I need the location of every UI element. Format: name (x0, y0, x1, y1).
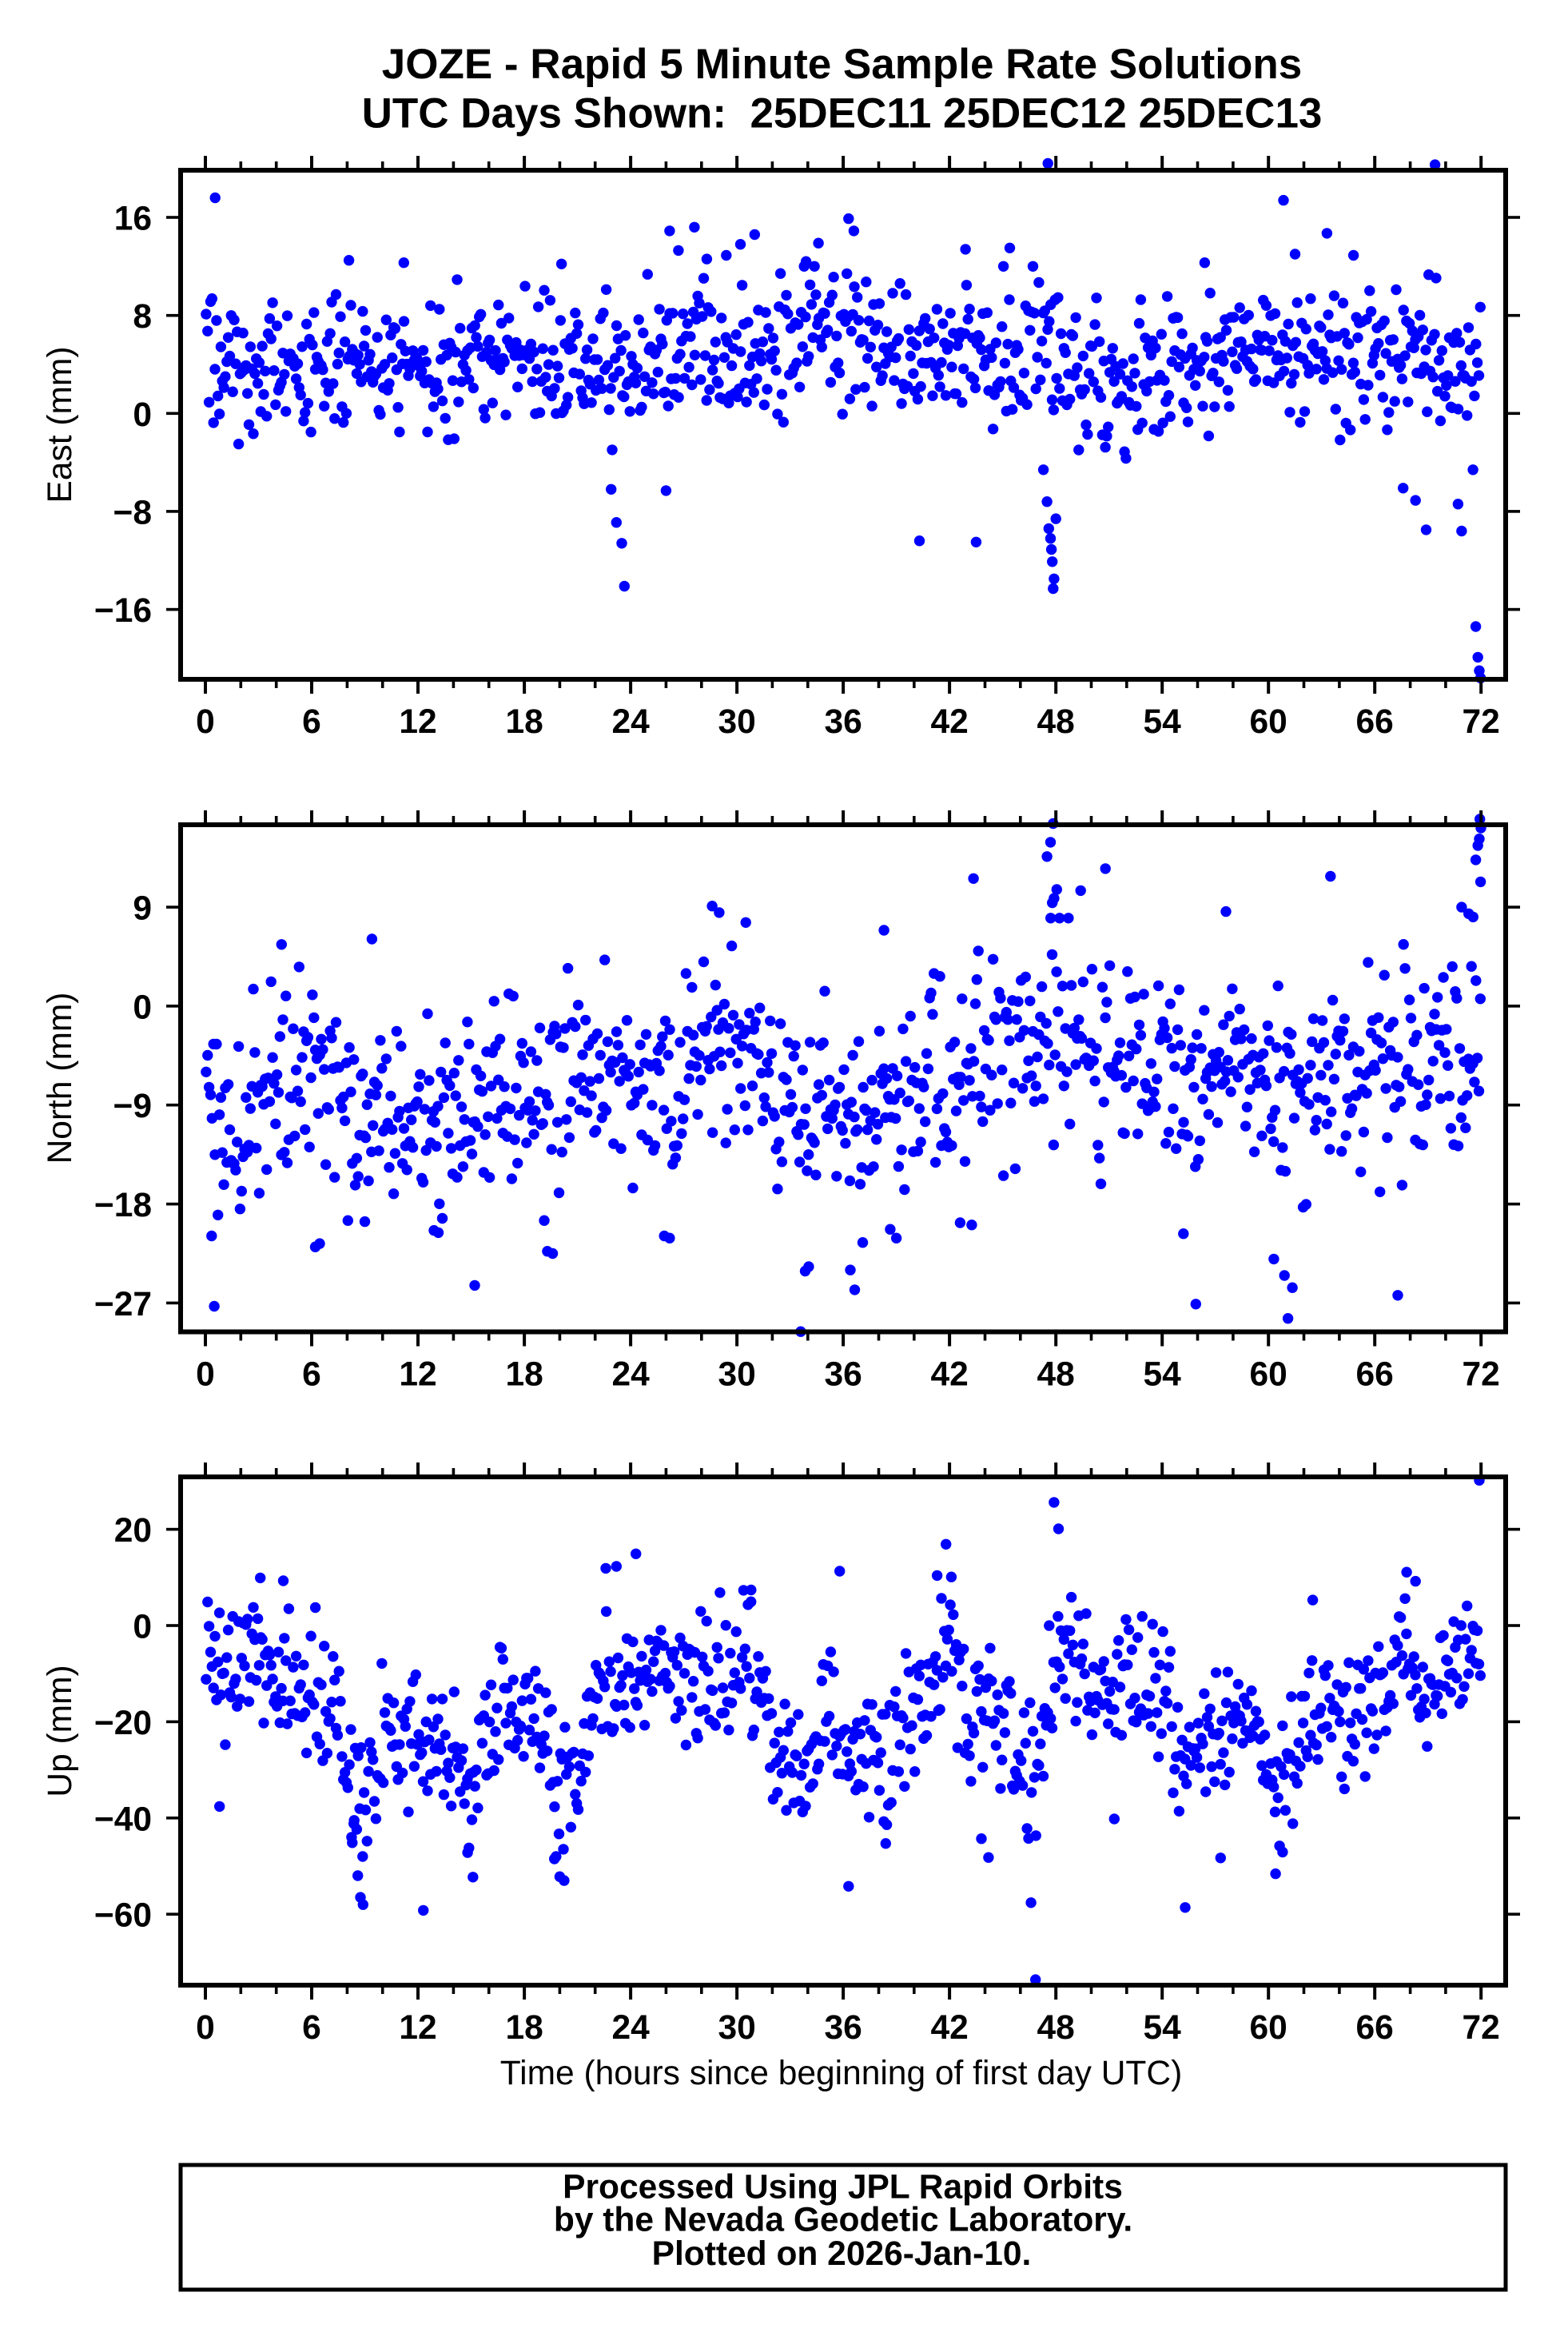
svg-text:42: 42 (930, 1356, 968, 1394)
svg-text:20: 20 (114, 1512, 152, 1550)
svg-text:60: 60 (1250, 2009, 1287, 2047)
svg-text:12: 12 (399, 2009, 436, 2047)
svg-text:36: 36 (824, 703, 862, 741)
svg-text:54: 54 (1144, 1356, 1182, 1394)
svg-text:6: 6 (302, 1356, 321, 1394)
svg-text:−27: −27 (94, 1286, 152, 1323)
svg-text:48: 48 (1037, 703, 1075, 741)
svg-text:−20: −20 (94, 1705, 152, 1742)
svg-text:UTC Days Shown: 25DEC11 25DEC: UTC Days Shown: 25DEC11 25DEC12 25DEC13 (362, 90, 1323, 137)
svg-text:60: 60 (1250, 703, 1287, 741)
svg-text:42: 42 (930, 2009, 968, 2047)
svg-text:66: 66 (1356, 703, 1394, 741)
svg-text:36: 36 (824, 2009, 862, 2047)
svg-text:Time (hours since beginning of: Time (hours since beginning of first day… (500, 2055, 1182, 2092)
svg-text:24: 24 (611, 2009, 650, 2047)
svg-text:12: 12 (399, 703, 436, 741)
svg-text:24: 24 (611, 703, 650, 741)
svg-text:Up (mm): Up (mm) (42, 1665, 79, 1797)
svg-text:6: 6 (302, 2009, 321, 2047)
svg-text:6: 6 (302, 703, 321, 741)
svg-text:−8: −8 (113, 494, 152, 531)
svg-text:8: 8 (133, 298, 152, 336)
svg-text:JOZE - Rapid 5 Minute Sample R: JOZE - Rapid 5 Minute Sample Rate Soluti… (382, 41, 1302, 88)
svg-text:72: 72 (1463, 2009, 1500, 2047)
svg-text:−9: −9 (113, 1088, 152, 1125)
svg-text:66: 66 (1356, 2009, 1394, 2047)
svg-text:72: 72 (1463, 703, 1500, 741)
svg-text:54: 54 (1144, 703, 1182, 741)
svg-text:0: 0 (133, 1609, 152, 1646)
svg-text:72: 72 (1463, 1356, 1500, 1394)
svg-text:0: 0 (133, 396, 152, 434)
svg-text:North (mm): North (mm) (42, 993, 79, 1164)
svg-text:30: 30 (718, 2009, 755, 2047)
svg-text:30: 30 (718, 1356, 755, 1394)
svg-text:9: 9 (133, 890, 152, 928)
svg-text:−40: −40 (94, 1801, 152, 1838)
svg-text:18: 18 (505, 2009, 543, 2047)
svg-text:−16: −16 (94, 592, 152, 630)
svg-text:Processed Using JPL Rapid Orbi: Processed Using JPL Rapid Orbits (563, 2169, 1123, 2207)
svg-text:16: 16 (114, 201, 152, 238)
svg-text:Plotted on 2026-Jan-10.: Plotted on 2026-Jan-10. (652, 2235, 1032, 2273)
svg-text:East (mm): East (mm) (42, 347, 79, 503)
svg-text:18: 18 (505, 1356, 543, 1394)
svg-text:24: 24 (611, 1356, 650, 1394)
svg-text:by the Nevada Geodetic Laborat: by the Nevada Geodetic Laboratory. (554, 2202, 1132, 2239)
svg-text:60: 60 (1250, 1356, 1287, 1394)
svg-text:0: 0 (196, 2009, 215, 2047)
svg-text:−18: −18 (94, 1187, 152, 1224)
svg-text:30: 30 (718, 703, 755, 741)
svg-text:12: 12 (399, 1356, 436, 1394)
svg-text:0: 0 (196, 1356, 215, 1394)
svg-text:0: 0 (133, 989, 152, 1026)
svg-text:−60: −60 (94, 1897, 152, 1935)
svg-text:0: 0 (196, 703, 215, 741)
svg-text:18: 18 (505, 703, 543, 741)
svg-text:48: 48 (1037, 2009, 1075, 2047)
svg-text:36: 36 (824, 1356, 862, 1394)
svg-text:54: 54 (1144, 2009, 1182, 2047)
svg-text:48: 48 (1037, 1356, 1075, 1394)
svg-text:42: 42 (930, 703, 968, 741)
svg-text:66: 66 (1356, 1356, 1394, 1394)
